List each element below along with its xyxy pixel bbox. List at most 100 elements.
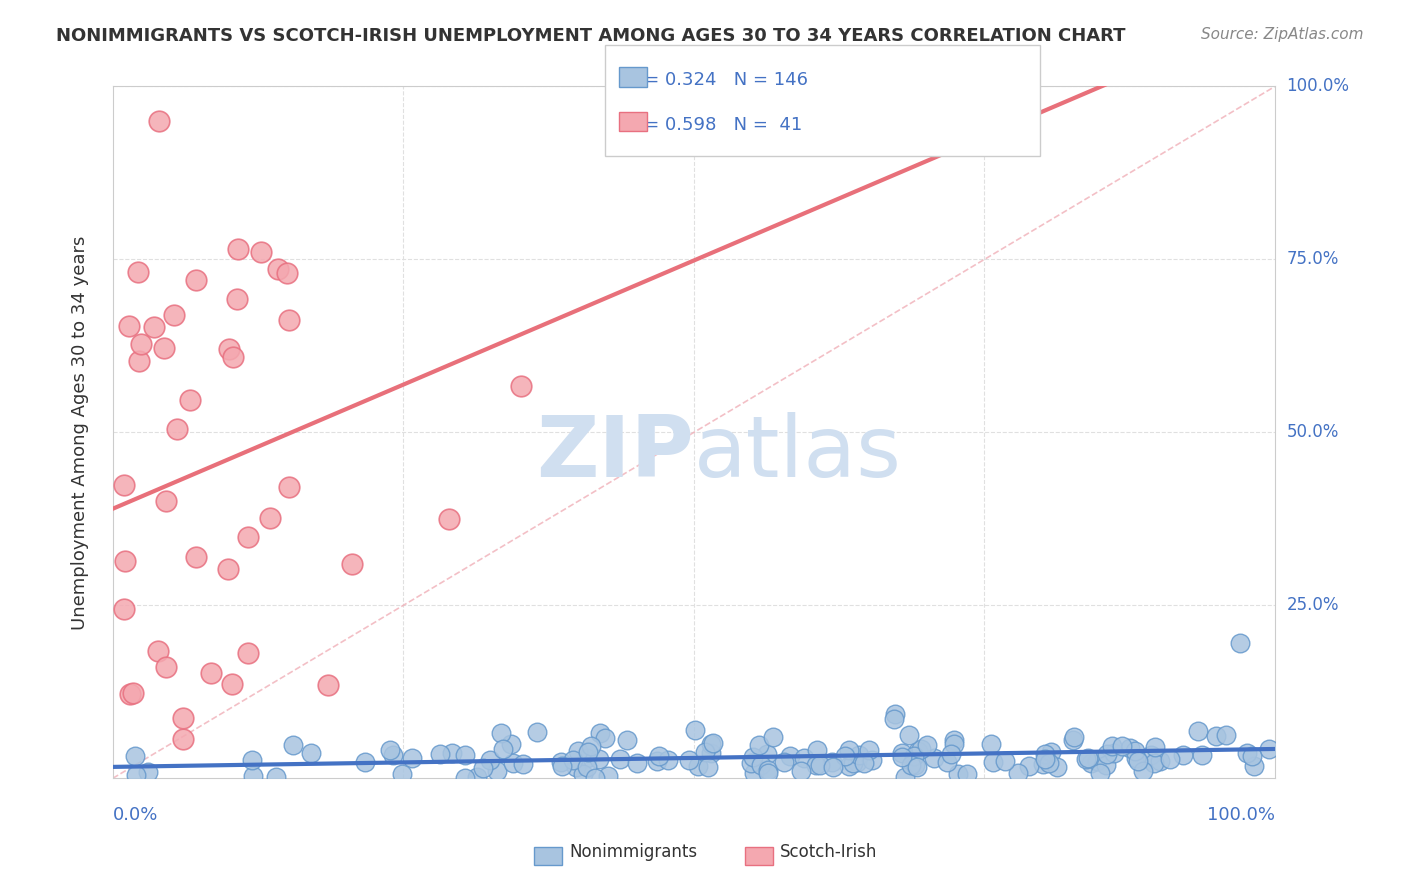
Point [609, 752, 631, 766]
Point [773, 755, 796, 769]
Point [686, 758, 709, 772]
Point [172, 731, 194, 746]
Point [700, 747, 723, 761]
Point [221, 677, 243, 691]
Text: 25.0%: 25.0% [1286, 597, 1339, 615]
Point [1074, 752, 1097, 766]
Point [749, 757, 772, 772]
Text: NONIMMIGRANTS VS SCOTCH-IRISH UNEMPLOYMENT AMONG AGES 30 TO 34 YEARS CORRELATION: NONIMMIGRANTS VS SCOTCH-IRISH UNEMPLOYME… [56, 27, 1126, 45]
Point [572, 767, 595, 781]
Text: 100.0%: 100.0% [1286, 78, 1350, 95]
Point [576, 760, 599, 774]
Text: 0.0%: 0.0% [112, 805, 159, 824]
Point [858, 743, 880, 757]
Point [762, 730, 785, 744]
Point [1132, 764, 1154, 779]
Point [891, 747, 914, 761]
Point [465, 770, 488, 784]
Point [1243, 758, 1265, 772]
Point [264, 770, 287, 784]
Point [391, 767, 413, 781]
Point [1140, 748, 1163, 763]
Point [626, 756, 648, 770]
Point [1173, 748, 1195, 763]
Point [907, 744, 929, 758]
Point [225, 292, 247, 306]
Point [645, 755, 668, 769]
Point [1095, 757, 1118, 772]
Point [114, 478, 136, 492]
Point [437, 512, 460, 526]
Point [217, 562, 239, 576]
Point [1257, 742, 1279, 756]
Point [184, 273, 207, 287]
Point [910, 741, 932, 756]
Point [893, 770, 915, 784]
Point [1062, 733, 1084, 747]
Point [118, 319, 141, 334]
Point [1063, 731, 1085, 745]
Point [1007, 766, 1029, 780]
Point [1046, 760, 1069, 774]
Point [903, 748, 925, 763]
Point [589, 726, 612, 740]
Point [1191, 748, 1213, 763]
Point [1215, 728, 1237, 742]
Point [278, 313, 301, 327]
Point [946, 767, 969, 781]
Point [904, 758, 927, 772]
Text: 50.0%: 50.0% [1286, 424, 1339, 442]
Point [146, 644, 169, 658]
Point [935, 755, 957, 769]
Point [1229, 636, 1251, 650]
Point [576, 745, 599, 759]
Point [166, 422, 188, 436]
Point [823, 760, 845, 774]
Point [222, 350, 245, 364]
Point [148, 114, 170, 128]
Point [842, 756, 865, 771]
Point [200, 666, 222, 681]
Point [702, 736, 724, 750]
Point [1038, 756, 1060, 771]
Point [502, 756, 524, 770]
Point [127, 265, 149, 279]
Point [501, 737, 523, 751]
Point [583, 771, 606, 785]
Point [740, 756, 762, 770]
Point [900, 758, 922, 772]
Point [492, 742, 515, 756]
Point [756, 765, 779, 780]
Point [136, 764, 159, 779]
Point [1187, 723, 1209, 738]
Point [1149, 754, 1171, 768]
Point [678, 753, 700, 767]
Point [848, 748, 870, 763]
Point [884, 707, 907, 722]
Point [1111, 739, 1133, 754]
Point [478, 753, 501, 767]
Point [1101, 739, 1123, 753]
Point [128, 353, 150, 368]
Point [125, 768, 148, 782]
Text: Scotch-Irish: Scotch-Irish [780, 843, 877, 861]
Point [153, 341, 176, 355]
Point [939, 747, 962, 762]
Point [860, 753, 883, 767]
Point [550, 756, 572, 770]
Point [283, 738, 305, 752]
Point [238, 530, 260, 544]
Point [588, 752, 610, 766]
Point [779, 749, 801, 764]
Point [890, 750, 912, 764]
Point [981, 755, 1004, 769]
Point [381, 747, 404, 762]
Point [155, 659, 177, 673]
Text: ZIP: ZIP [536, 411, 695, 494]
Text: R = 0.324   N = 146: R = 0.324 N = 146 [626, 71, 807, 89]
Point [142, 320, 165, 334]
Point [1088, 765, 1111, 780]
Point [124, 748, 146, 763]
Point [700, 737, 723, 751]
Point [596, 769, 619, 783]
